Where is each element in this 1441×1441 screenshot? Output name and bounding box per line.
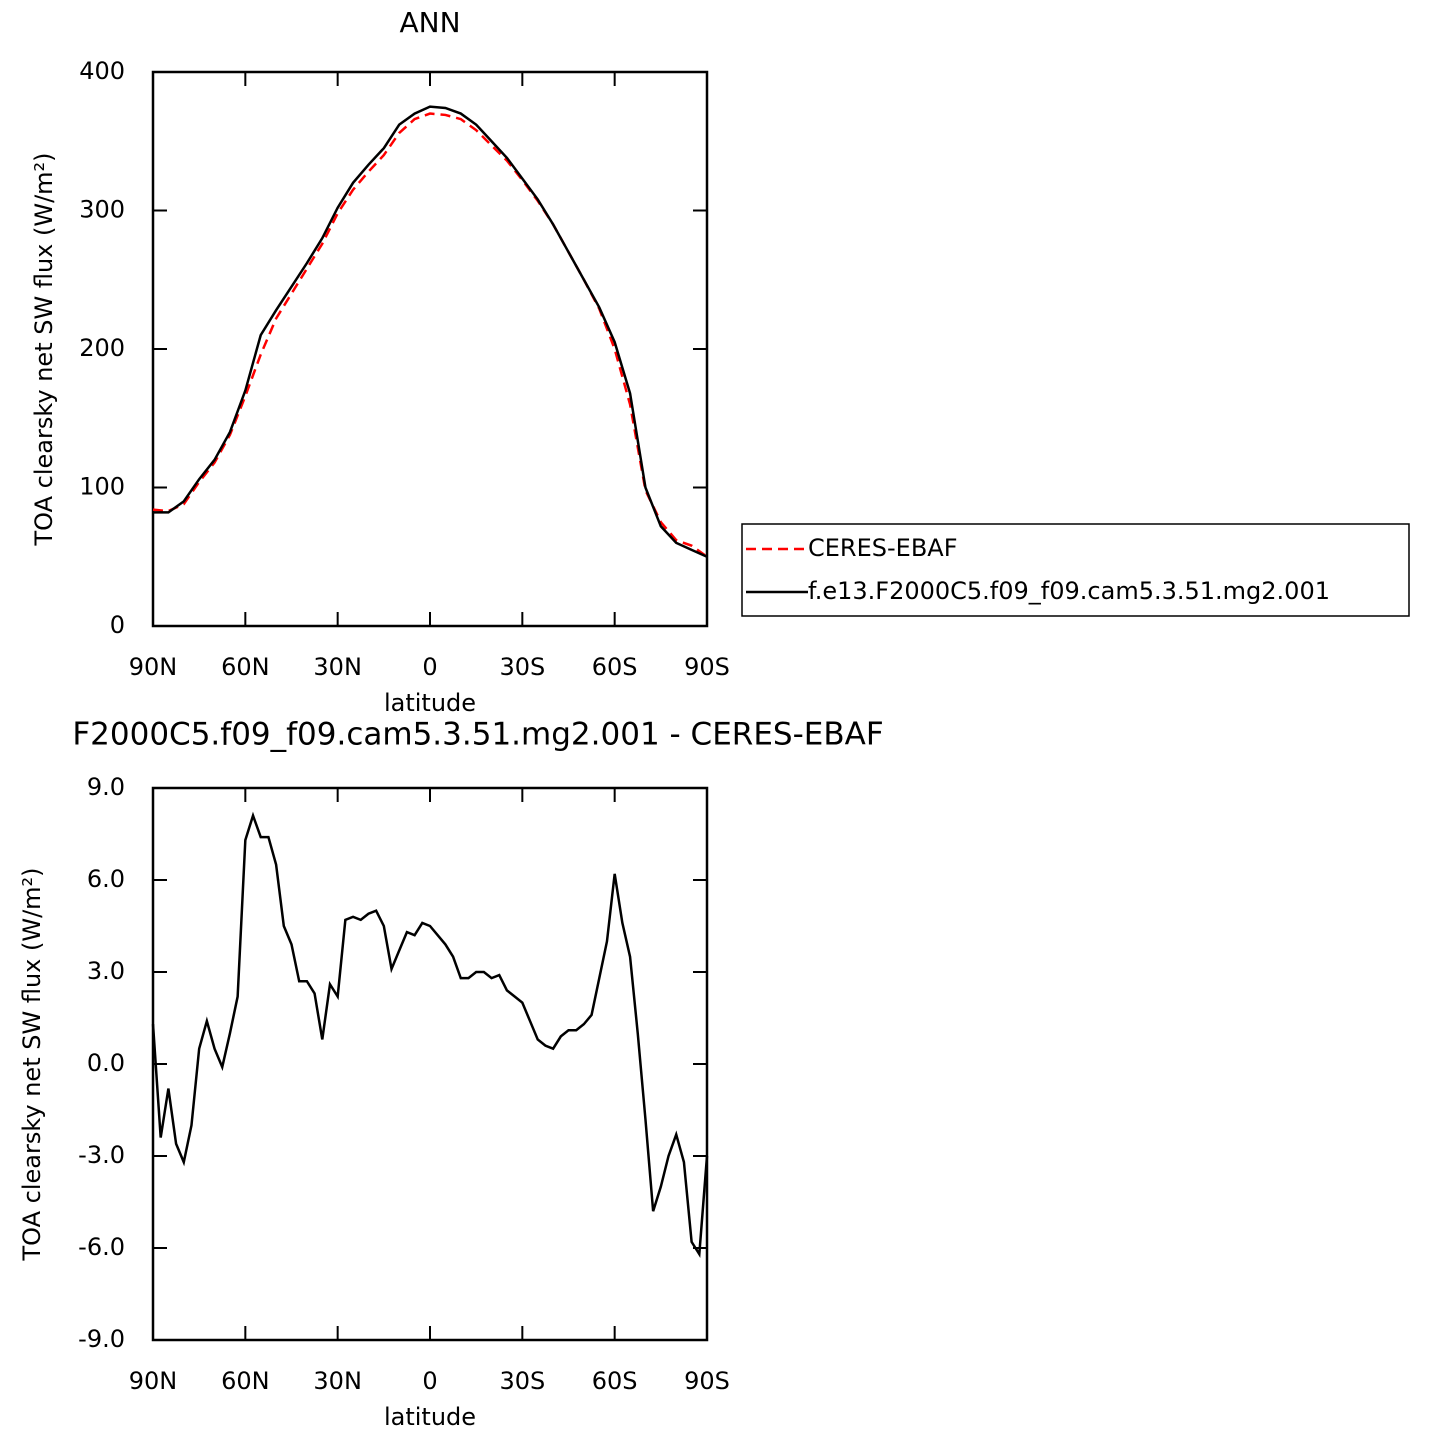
x-tick-label: 60S <box>592 1367 638 1395</box>
data-line <box>151 811 709 1258</box>
y-tick-label: 300 <box>79 196 125 224</box>
x-tick-label: 30S <box>499 1367 545 1395</box>
y-tick-label: -3.0 <box>78 1141 125 1169</box>
y-axis-label: TOA clearsky net SW flux (W/m²) <box>30 152 58 546</box>
chart-title: ANN <box>399 6 460 39</box>
chart-title: F2000C5.f09_f09.cam5.3.51.mg2.001 - CERE… <box>72 717 883 753</box>
y-tick-label: 0 <box>110 611 125 639</box>
y-axis-label: TOA clearsky net SW flux (W/m²) <box>18 867 46 1261</box>
x-tick-label: 60N <box>221 1367 270 1395</box>
y-tick-label: 9.0 <box>87 773 125 801</box>
y-tick-label: -9.0 <box>78 1325 125 1353</box>
plot-frame <box>151 70 709 628</box>
data-line <box>152 112 708 558</box>
x-tick-label: 90S <box>684 1367 730 1395</box>
y-tick-label: 0.0 <box>87 1049 125 1077</box>
legend-box <box>741 523 1410 617</box>
x-tick-label: 60N <box>221 653 270 681</box>
y-tick-label: 200 <box>79 334 125 362</box>
x-tick-label: 0 <box>422 653 437 681</box>
x-tick-label: 90N <box>129 1367 178 1395</box>
x-tick-label: 0 <box>422 1367 437 1395</box>
data-line <box>153 105 708 558</box>
x-tick-label: 90S <box>684 653 730 681</box>
x-tick-label: 30N <box>313 1367 362 1395</box>
legend-label: CERES-EBAF <box>808 534 958 562</box>
y-tick-label: 100 <box>79 473 125 501</box>
y-tick-label: -6.0 <box>78 1233 125 1261</box>
y-tick-label: 3.0 <box>87 957 125 985</box>
y-tick-label: 6.0 <box>87 865 125 893</box>
x-axis-label: latitude <box>384 1403 476 1431</box>
x-tick-label: 30N <box>313 653 362 681</box>
legend-label: f.e13.F2000C5.f09_f09.cam5.3.51.mg2.001 <box>808 577 1330 605</box>
x-tick-label: 60S <box>592 653 638 681</box>
x-axis-label: latitude <box>384 689 476 717</box>
x-tick-label: 30S <box>499 653 545 681</box>
plot-frame <box>151 786 709 1342</box>
y-tick-label: 400 <box>79 57 125 85</box>
x-tick-label: 90N <box>129 653 178 681</box>
